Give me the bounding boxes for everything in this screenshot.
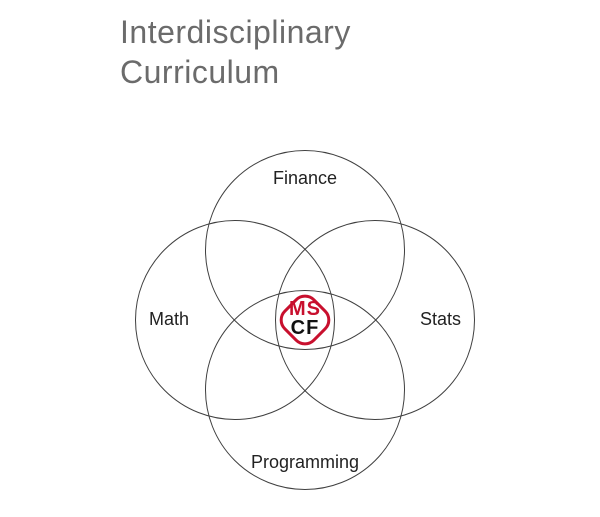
venn-diagram: Finance Math Stats Programming MS CF bbox=[0, 0, 600, 517]
venn-label-math: Math bbox=[149, 309, 229, 330]
center-logo-line2: CF bbox=[275, 319, 335, 338]
venn-label-stats: Stats bbox=[381, 309, 461, 330]
venn-label-programming: Programming bbox=[225, 452, 385, 473]
venn-label-finance: Finance bbox=[255, 168, 355, 189]
center-logo: MS CF bbox=[275, 300, 335, 338]
